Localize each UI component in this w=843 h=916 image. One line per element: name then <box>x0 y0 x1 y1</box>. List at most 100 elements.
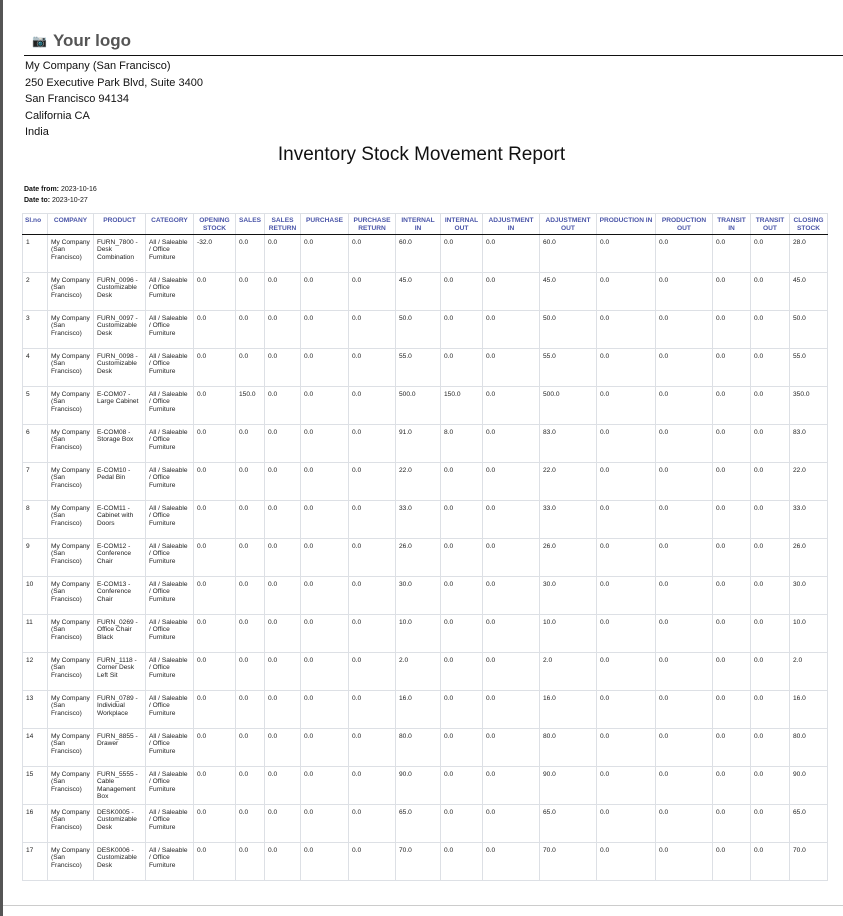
table-cell: 0.0 <box>348 310 396 349</box>
date-from: 2023-10-16 <box>60 186 97 193</box>
table-cell: 0.0 <box>235 234 265 273</box>
table-cell: My Company (San Francisco) <box>47 424 94 463</box>
table-row: 15 My Company (San Francisco) FURN_5555 - … <box>22 766 828 805</box>
table-cell: 500.0 <box>539 386 597 425</box>
table-cell: 0.0 <box>193 842 236 881</box>
table-cell: 0.0 <box>655 728 713 767</box>
table-cell: All / Saleable / Office Furniture <box>145 386 194 425</box>
table-cell: 0.0 <box>440 652 483 691</box>
table-cell: 50.0 <box>395 310 441 349</box>
table-cell: 0.0 <box>712 766 751 805</box>
table-cell: 90.0 <box>789 766 828 805</box>
table-cell: 0.0 <box>235 576 265 615</box>
table-cell: 16.0 <box>789 690 828 729</box>
table-cell: 0.0 <box>482 538 540 577</box>
column-header: PRODUCTION IN <box>596 213 656 235</box>
stock-movement-table: Sl.no COMPANY PRODUCT CATEGORY OPENING STOCK… <box>22 213 828 881</box>
column-header: PRODUCTION OUT <box>655 213 713 235</box>
table-cell: 91.0 <box>395 424 441 463</box>
table-cell: 0.0 <box>712 386 751 425</box>
table-cell: 0.0 <box>750 310 790 349</box>
table-cell: 0.0 <box>596 424 656 463</box>
column-header: PURCHASE <box>300 213 349 235</box>
table-cell: 0.0 <box>348 690 396 729</box>
table-cell: 0.0 <box>348 804 396 843</box>
table-cell: 0.0 <box>300 538 349 577</box>
table-cell: 4 <box>22 348 48 387</box>
table-cell: 0.0 <box>482 424 540 463</box>
table-cell: 10.0 <box>539 614 597 653</box>
table-cell: 0.0 <box>300 500 349 539</box>
date-range: Date from: 2023-10-16 Date to: 2023-10-2… <box>24 184 97 206</box>
table-cell: 0.0 <box>596 234 656 273</box>
table-cell: 0.0 <box>596 310 656 349</box>
table-cell: 0.0 <box>712 348 751 387</box>
table-cell: 65.0 <box>395 804 441 843</box>
table-cell: 0.0 <box>440 538 483 577</box>
table-cell: 0.0 <box>348 728 396 767</box>
table-cell: FURN_0097 - Customizable Desk <box>93 310 146 349</box>
table-cell: FURN_0096 - Customizable Desk <box>93 272 146 311</box>
table-cell: 28.0 <box>789 234 828 273</box>
table-cell: 0.0 <box>482 310 540 349</box>
table-cell: 0.0 <box>712 272 751 311</box>
table-cell: 0.0 <box>300 348 349 387</box>
table-cell: 16 <box>22 804 48 843</box>
table-cell: 50.0 <box>789 310 828 349</box>
table-cell: 0.0 <box>482 348 540 387</box>
table-cell: My Company (San Francisco) <box>47 386 94 425</box>
table-cell: 0.0 <box>750 842 790 881</box>
table-cell: 8 <box>22 500 48 539</box>
table-cell: 0.0 <box>440 272 483 311</box>
table-cell: 0.0 <box>712 842 751 881</box>
column-header: INTERNAL OUT <box>440 213 483 235</box>
table-cell: -32.0 <box>193 234 236 273</box>
table-cell: 6 <box>22 424 48 463</box>
table-cell: 45.0 <box>539 272 597 311</box>
table-cell: 0.0 <box>440 766 483 805</box>
table-cell: 0.0 <box>264 804 301 843</box>
table-cell: 0.0 <box>264 690 301 729</box>
table-cell: 0.0 <box>596 500 656 539</box>
table-cell: 13 <box>22 690 48 729</box>
table-cell: 0.0 <box>482 804 540 843</box>
table-cell: My Company (San Francisco) <box>47 538 94 577</box>
table-cell: FURN_0098 - Customizable Desk <box>93 348 146 387</box>
column-header: CLOSING STOCK <box>789 213 828 235</box>
table-cell: 0.0 <box>750 462 790 501</box>
table-cell: FURN_0789 - Individual Workplace <box>93 690 146 729</box>
table-cell: E-COM07 - Large Cabinet <box>93 386 146 425</box>
table-cell: 0.0 <box>482 386 540 425</box>
table-cell: 0.0 <box>300 576 349 615</box>
table-cell: 0.0 <box>750 272 790 311</box>
table-cell: 0.0 <box>750 690 790 729</box>
camera-icon: 📷 <box>32 34 47 48</box>
table-cell: 0.0 <box>300 728 349 767</box>
address-line: California CA <box>25 109 90 122</box>
table-cell: 65.0 <box>539 804 597 843</box>
table-row: 11 My Company (San Francisco) FURN_0269 - … <box>22 614 828 653</box>
table-cell: 0.0 <box>482 690 540 729</box>
logo-text: Your logo <box>52 31 132 50</box>
table-cell: All / Saleable / Office Furniture <box>145 500 194 539</box>
table-cell: My Company (San Francisco) <box>47 690 94 729</box>
table-cell: 0.0 <box>264 234 301 273</box>
table-cell: 0.0 <box>750 538 790 577</box>
table-cell: 0.0 <box>712 538 751 577</box>
table-cell: 0.0 <box>596 272 656 311</box>
table-row: 14 My Company (San Francisco) FURN_8855 - … <box>22 728 828 767</box>
table-cell: My Company (San Francisco) <box>47 500 94 539</box>
table-cell: 0.0 <box>193 766 236 805</box>
table-cell: 0.0 <box>482 272 540 311</box>
table-cell: All / Saleable / Office Furniture <box>145 690 194 729</box>
table-cell: 0.0 <box>264 310 301 349</box>
table-cell: 0.0 <box>300 386 349 425</box>
table-cell: 0.0 <box>348 500 396 539</box>
table-cell: 0.0 <box>264 576 301 615</box>
table-cell: 0.0 <box>482 766 540 805</box>
table-cell: 22.0 <box>395 462 441 501</box>
table-cell: 0.0 <box>300 234 349 273</box>
table-cell: 0.0 <box>482 842 540 881</box>
table-cell: E-COM12 - Conference Chair <box>93 538 146 577</box>
column-header: OPENING STOCK <box>193 213 236 235</box>
